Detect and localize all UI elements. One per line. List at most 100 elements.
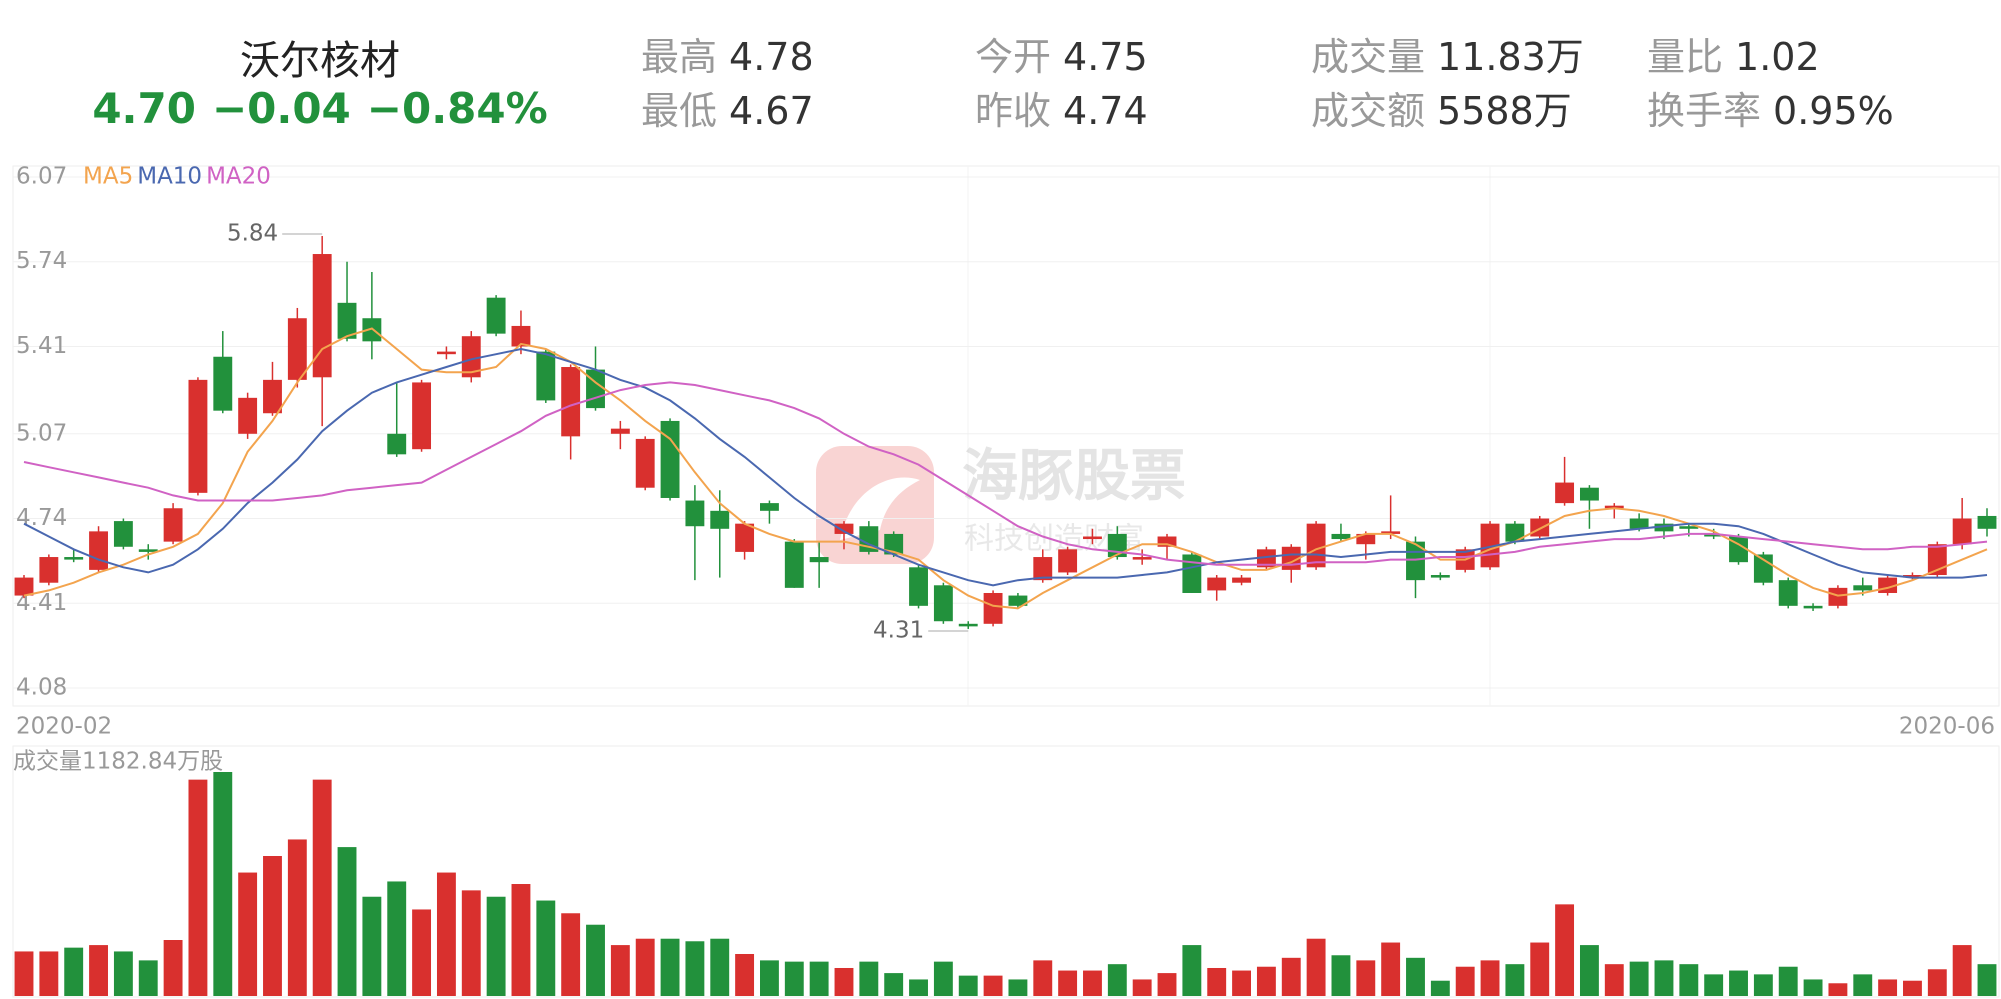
y-tick-label: 6.07 bbox=[16, 164, 67, 190]
candle-body bbox=[1579, 487, 1599, 501]
volume-bar bbox=[113, 951, 133, 996]
y-tick-label: 5.74 bbox=[16, 248, 67, 274]
volume-bar bbox=[14, 951, 34, 996]
volume-bar bbox=[1927, 969, 1947, 996]
stat-label: 今开 bbox=[975, 35, 1052, 79]
candle-body bbox=[39, 557, 59, 583]
volume-bar bbox=[39, 951, 59, 996]
y-tick-label: 5.41 bbox=[16, 333, 67, 359]
volume-bar bbox=[561, 913, 581, 996]
annotation: 5.84 bbox=[227, 221, 278, 247]
volume-bar bbox=[1058, 970, 1078, 996]
volume-bar bbox=[660, 938, 680, 996]
candle-body bbox=[89, 531, 108, 570]
candle-body bbox=[1654, 523, 1674, 532]
candle-body bbox=[163, 508, 183, 542]
candle-body bbox=[1157, 536, 1177, 547]
candle-body bbox=[660, 420, 680, 498]
candle-body bbox=[213, 356, 233, 411]
stat-value: 0.95% bbox=[1773, 89, 1894, 133]
volume-bar bbox=[337, 847, 357, 996]
candle-body bbox=[362, 318, 382, 342]
volume-bar bbox=[1182, 945, 1202, 996]
volume-bar bbox=[238, 872, 258, 996]
volume-bar bbox=[685, 941, 705, 996]
candle-body bbox=[64, 557, 84, 560]
candle-body bbox=[1977, 515, 1997, 529]
candle-body bbox=[1256, 549, 1276, 568]
volume-bar bbox=[958, 975, 978, 996]
stat-label: 换手率 bbox=[1647, 89, 1762, 133]
annotation: 4.31 bbox=[873, 617, 924, 643]
watermark-title: 海豚股票 bbox=[962, 444, 1186, 509]
volume-bar bbox=[138, 960, 158, 996]
candle-body bbox=[1828, 587, 1848, 606]
stat-label: 最低 bbox=[641, 89, 718, 133]
candle-body bbox=[1604, 505, 1624, 509]
candle-body bbox=[387, 433, 407, 455]
candle-body bbox=[1381, 531, 1401, 534]
volume-bar bbox=[287, 839, 307, 996]
stat-label: 最高 bbox=[641, 35, 718, 79]
candle-body bbox=[1803, 605, 1823, 609]
volume-bar bbox=[461, 890, 481, 996]
candle-body bbox=[1008, 595, 1028, 606]
price-line: 4.70 −0.04 −0.84% bbox=[70, 84, 570, 133]
volume-bar bbox=[1107, 964, 1127, 996]
volume-bar bbox=[412, 909, 432, 996]
volume-bar bbox=[1281, 957, 1301, 996]
stat: 最低 4.67 bbox=[641, 80, 814, 135]
candle-body bbox=[635, 438, 655, 488]
volume-bar bbox=[1778, 966, 1798, 996]
watermark-logo-shape bbox=[840, 477, 920, 540]
candle-body bbox=[586, 369, 605, 409]
candle-body bbox=[436, 351, 456, 355]
candle-body bbox=[1430, 575, 1450, 578]
volume-bar bbox=[1579, 945, 1599, 996]
volume-bar bbox=[1903, 980, 1922, 996]
candle-body bbox=[1555, 482, 1575, 504]
candle-body bbox=[1232, 577, 1251, 583]
volume-bar bbox=[933, 961, 953, 996]
stat-value: 4.75 bbox=[1063, 35, 1148, 79]
volume-bar bbox=[486, 896, 506, 996]
candle-body bbox=[561, 367, 581, 437]
candle-body bbox=[958, 623, 978, 627]
candle-body bbox=[1853, 585, 1873, 591]
candle-body bbox=[1952, 518, 1972, 545]
volume-bar bbox=[1008, 979, 1028, 996]
candle-body bbox=[486, 297, 506, 334]
stat-label: 昨收 bbox=[975, 89, 1052, 133]
candle-body bbox=[188, 379, 208, 493]
stat: 昨收 4.74 bbox=[975, 80, 1148, 135]
stat-value: 4.67 bbox=[729, 89, 814, 133]
candle-body bbox=[412, 382, 432, 450]
candle-body bbox=[1356, 533, 1376, 545]
volume-bar bbox=[1629, 961, 1649, 996]
volume-bar bbox=[511, 884, 531, 996]
price-panel-frame bbox=[12, 165, 2000, 707]
volume-bar bbox=[436, 872, 456, 996]
volume-bar bbox=[1331, 955, 1351, 996]
stat-value: 1.02 bbox=[1735, 35, 1820, 79]
volume-bar bbox=[1356, 960, 1376, 996]
candle-body bbox=[14, 577, 34, 596]
stat-label: 量比 bbox=[1647, 35, 1724, 79]
volume-bar bbox=[1480, 960, 1500, 996]
volume-bar bbox=[1132, 979, 1152, 996]
legend-entry: MA5 bbox=[83, 164, 133, 190]
candle-body bbox=[238, 397, 258, 434]
volume-bar bbox=[1430, 980, 1450, 996]
volume-bar bbox=[1157, 973, 1177, 996]
volume-bar bbox=[859, 961, 879, 996]
volume-bar bbox=[884, 973, 904, 996]
volume-bar bbox=[362, 896, 382, 996]
candle-body bbox=[1778, 580, 1798, 606]
stat: 成交量 11.83万 bbox=[1311, 26, 1584, 81]
volume-title: 成交量1182.84万股 bbox=[13, 749, 223, 775]
stat: 换手率 0.95% bbox=[1647, 80, 1894, 135]
legend-entry: MA10 bbox=[137, 164, 202, 190]
volume-bar bbox=[809, 961, 829, 996]
volume-bar bbox=[1381, 942, 1401, 996]
volume-bar bbox=[89, 945, 108, 996]
